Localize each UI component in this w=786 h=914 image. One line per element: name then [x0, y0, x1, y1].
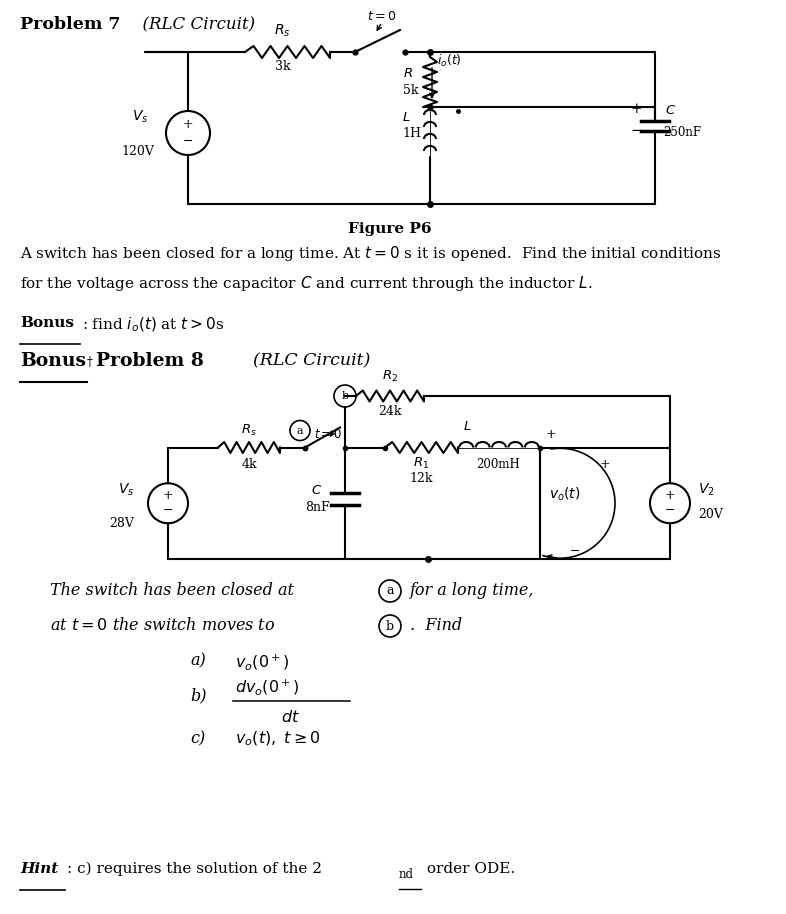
Text: $R_1$: $R_1$ — [413, 455, 430, 471]
Text: +: + — [546, 428, 556, 441]
Text: $R_2$: $R_2$ — [382, 369, 398, 384]
Text: 3k: 3k — [274, 60, 290, 73]
Text: 20V: 20V — [698, 508, 723, 521]
Text: Bonus: Bonus — [20, 316, 74, 330]
Text: $V_s$: $V_s$ — [132, 109, 149, 125]
Text: $C$: $C$ — [665, 104, 676, 117]
Text: (RLC Circuit): (RLC Circuit) — [242, 352, 370, 369]
Text: $i_o(t)$: $i_o(t)$ — [437, 53, 461, 69]
Text: for a long time,: for a long time, — [410, 582, 534, 599]
Text: $v_o(0^+)$: $v_o(0^+)$ — [235, 652, 289, 672]
Text: b: b — [341, 391, 348, 401]
Text: Figure P6: Figure P6 — [348, 222, 432, 236]
Text: Problem 7: Problem 7 — [20, 16, 120, 33]
Text: a: a — [296, 426, 303, 435]
Text: +: + — [665, 489, 675, 502]
Text: b): b) — [190, 687, 207, 704]
Text: 120V: 120V — [122, 145, 154, 158]
Text: $dv_o(0^+)$: $dv_o(0^+)$ — [235, 677, 299, 696]
Text: for the voltage across the capacitor $C$ and current through the inductor $L$.: for the voltage across the capacitor $C$… — [20, 274, 593, 293]
Text: †: † — [87, 356, 93, 369]
Text: −: − — [570, 546, 581, 558]
Text: −: − — [630, 124, 643, 138]
Text: Bonus: Bonus — [20, 352, 86, 370]
Text: (RLC Circuit): (RLC Circuit) — [132, 16, 255, 33]
Text: 24k: 24k — [378, 405, 402, 418]
Text: 12k: 12k — [410, 473, 433, 485]
Text: +: + — [630, 102, 641, 116]
Text: +: + — [600, 458, 611, 472]
Text: : find $i_o(t)$ at $t > 0$s: : find $i_o(t)$ at $t > 0$s — [82, 316, 224, 335]
Text: c): c) — [190, 730, 205, 747]
Text: $R_s$: $R_s$ — [241, 422, 257, 438]
Text: 250nF: 250nF — [663, 126, 701, 139]
Text: nd: nd — [399, 868, 414, 881]
Text: $C$: $C$ — [311, 484, 322, 497]
Text: −: − — [163, 505, 173, 517]
Text: Hint: Hint — [20, 862, 58, 876]
Text: $L$: $L$ — [402, 111, 410, 124]
Text: 1H: 1H — [402, 127, 421, 140]
Text: $v_o(t),\ t \geq 0$: $v_o(t),\ t \geq 0$ — [235, 730, 321, 749]
Text: at $t=0$ the switch moves to: at $t=0$ the switch moves to — [50, 617, 275, 634]
Text: $L$: $L$ — [463, 420, 472, 433]
Text: $V_s$: $V_s$ — [118, 482, 134, 497]
Text: $R$: $R$ — [403, 67, 413, 80]
Text: 200mH: 200mH — [476, 458, 520, 471]
Text: order ODE.: order ODE. — [422, 862, 515, 876]
Text: $R_s$: $R_s$ — [274, 23, 291, 39]
Text: −: − — [665, 505, 675, 517]
Text: .  Find: . Find — [410, 617, 462, 634]
Text: +: + — [163, 489, 173, 502]
Text: Problem 8: Problem 8 — [96, 352, 204, 370]
Text: a): a) — [190, 652, 206, 669]
Text: a: a — [386, 584, 394, 598]
Text: $v_o(t)$: $v_o(t)$ — [549, 485, 581, 503]
Text: 8nF: 8nF — [305, 501, 329, 515]
Text: The switch has been closed at: The switch has been closed at — [50, 582, 294, 599]
Text: $V_2$: $V_2$ — [698, 482, 714, 497]
Text: $dt$: $dt$ — [281, 709, 299, 726]
Text: A switch has been closed for a long time. At $t = 0$ s it is opened.  Find the i: A switch has been closed for a long time… — [20, 244, 722, 263]
Text: 4k: 4k — [241, 458, 257, 471]
Text: −: − — [183, 135, 193, 148]
Text: b: b — [386, 620, 394, 632]
Text: $t=0$: $t=0$ — [314, 428, 342, 441]
Text: $t=0$: $t=0$ — [367, 10, 397, 23]
Text: : c) requires the solution of the 2: : c) requires the solution of the 2 — [67, 862, 322, 877]
Text: +: + — [182, 118, 193, 131]
Text: 5k: 5k — [403, 84, 418, 97]
Text: 28V: 28V — [109, 517, 134, 530]
